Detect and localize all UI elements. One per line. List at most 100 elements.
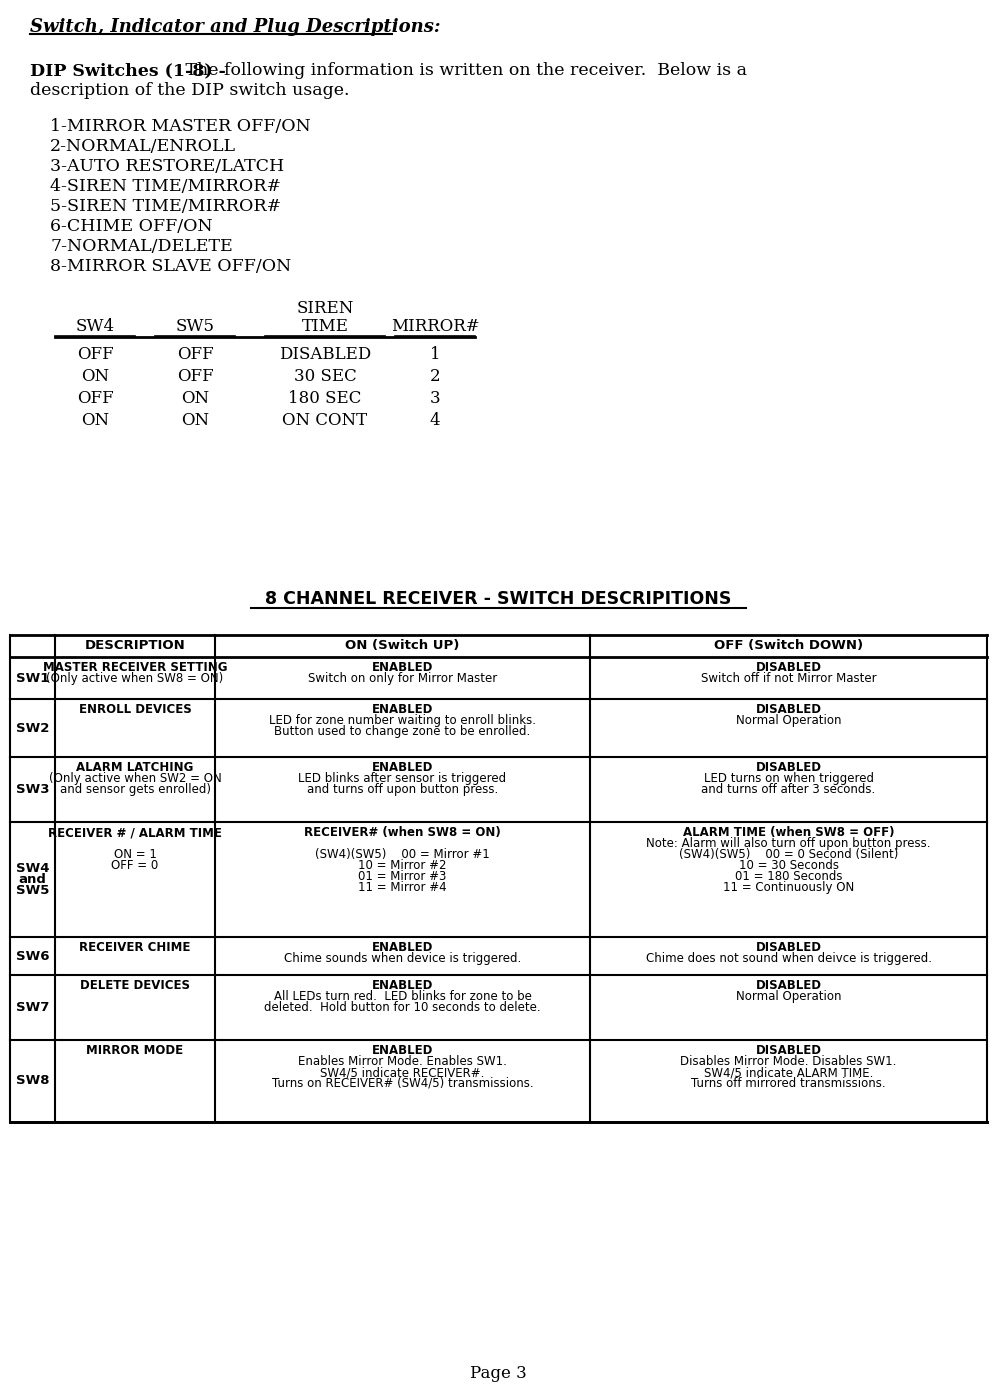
Text: TIME: TIME: [301, 319, 349, 335]
Text: ON: ON: [180, 389, 209, 408]
Text: SW4: SW4: [76, 319, 115, 335]
Text: SW4/5 indicate ALARM TIME.: SW4/5 indicate ALARM TIME.: [704, 1066, 873, 1079]
Text: RECEIVER CHIME: RECEIVER CHIME: [80, 940, 190, 954]
Text: 30 SEC: 30 SEC: [294, 369, 356, 385]
Text: 4: 4: [430, 412, 441, 428]
Text: 11 = Mirror #4: 11 = Mirror #4: [358, 881, 447, 894]
Text: Switch off if not Mirror Master: Switch off if not Mirror Master: [701, 672, 876, 684]
Text: DISABLED: DISABLED: [756, 702, 822, 716]
Text: LED for zone number waiting to enroll blinks.: LED for zone number waiting to enroll bl…: [269, 714, 536, 727]
Text: SW2: SW2: [16, 722, 49, 734]
Text: description of the DIP switch usage.: description of the DIP switch usage.: [30, 82, 350, 99]
Text: Turns off mirrored transmissions.: Turns off mirrored transmissions.: [691, 1077, 885, 1091]
Text: 5-SIREN TIME/MIRROR#: 5-SIREN TIME/MIRROR#: [50, 198, 281, 216]
Text: SW5: SW5: [175, 319, 214, 335]
Text: SW4: SW4: [16, 862, 49, 875]
Text: ALARM TIME (when SW8 = OFF): ALARM TIME (when SW8 = OFF): [683, 826, 894, 839]
Text: (SW4)(SW5)    00 = Mirror #1: (SW4)(SW5) 00 = Mirror #1: [315, 849, 490, 861]
Text: 11 = Continuously ON: 11 = Continuously ON: [723, 881, 854, 894]
Text: OFF: OFF: [77, 389, 114, 408]
Text: ON CONT: ON CONT: [282, 412, 368, 428]
Text: RECEIVER# (when SW8 = ON): RECEIVER# (when SW8 = ON): [304, 826, 500, 839]
Text: Normal Operation: Normal Operation: [736, 714, 841, 727]
Text: and sensor gets enrolled): and sensor gets enrolled): [60, 783, 210, 796]
Text: SW1: SW1: [16, 672, 49, 684]
Text: Button used to change zone to be enrolled.: Button used to change zone to be enrolle…: [274, 725, 530, 739]
Text: 3: 3: [430, 389, 441, 408]
Text: 2: 2: [430, 369, 441, 385]
Text: DISABLED: DISABLED: [756, 661, 822, 675]
Text: All LEDs turn red.  LED blinks for zone to be: All LEDs turn red. LED blinks for zone t…: [273, 990, 531, 1003]
Text: ENABLED: ENABLED: [372, 761, 433, 773]
Text: ON: ON: [81, 369, 109, 385]
Text: RECEIVER # / ALARM TIME: RECEIVER # / ALARM TIME: [48, 826, 222, 839]
Text: SW3: SW3: [16, 783, 49, 796]
Text: and turns off after 3 seconds.: and turns off after 3 seconds.: [701, 783, 875, 796]
Text: ENROLL DEVICES: ENROLL DEVICES: [79, 702, 191, 716]
Text: 180 SEC: 180 SEC: [288, 389, 362, 408]
Text: 10 = 30 Seconds: 10 = 30 Seconds: [739, 860, 838, 872]
Text: ENABLED: ENABLED: [372, 979, 433, 992]
Text: OFF: OFF: [176, 346, 213, 363]
Text: ON (Switch UP): ON (Switch UP): [345, 638, 460, 652]
Text: Chime sounds when device is triggered.: Chime sounds when device is triggered.: [284, 951, 521, 965]
Text: DISABLED: DISABLED: [756, 979, 822, 992]
Text: DELETE DEVICES: DELETE DEVICES: [80, 979, 190, 992]
Text: ON = 1: ON = 1: [114, 849, 157, 861]
Text: 6-CHIME OFF/ON: 6-CHIME OFF/ON: [50, 218, 212, 235]
Text: SW5: SW5: [16, 885, 49, 897]
Text: deleted.  Hold button for 10 seconds to delete.: deleted. Hold button for 10 seconds to d…: [264, 1002, 540, 1014]
Text: LED blinks after sensor is triggered: LED blinks after sensor is triggered: [298, 772, 506, 785]
Text: and turns off upon button press.: and turns off upon button press.: [307, 783, 498, 796]
Text: Switch on only for Mirror Master: Switch on only for Mirror Master: [308, 672, 498, 684]
Text: (Only active when SW2 = ON: (Only active when SW2 = ON: [49, 772, 221, 785]
Text: 10 = Mirror #2: 10 = Mirror #2: [358, 860, 447, 872]
Text: The following information is written on the receiver.  Below is a: The following information is written on …: [180, 63, 747, 79]
Text: OFF = 0: OFF = 0: [112, 860, 159, 872]
Text: (Only active when SW8 = ON): (Only active when SW8 = ON): [47, 672, 223, 684]
Text: Disables Mirror Mode. Disables SW1.: Disables Mirror Mode. Disables SW1.: [680, 1054, 896, 1068]
Text: 4-SIREN TIME/MIRROR#: 4-SIREN TIME/MIRROR#: [50, 178, 281, 195]
Text: ON: ON: [81, 412, 109, 428]
Text: ENABLED: ENABLED: [372, 1045, 433, 1057]
Text: Page 3: Page 3: [471, 1365, 526, 1383]
Text: SW7: SW7: [16, 1002, 49, 1014]
Text: 8-MIRROR SLAVE OFF/ON: 8-MIRROR SLAVE OFF/ON: [50, 257, 291, 275]
Text: DISABLED: DISABLED: [756, 761, 822, 773]
Text: 3-AUTO RESTORE/LATCH: 3-AUTO RESTORE/LATCH: [50, 159, 284, 175]
Text: Note: Alarm will also turn off upon button press.: Note: Alarm will also turn off upon butt…: [646, 837, 931, 850]
Text: 1: 1: [430, 346, 441, 363]
Text: DISABLED: DISABLED: [756, 1045, 822, 1057]
Text: OFF (Switch DOWN): OFF (Switch DOWN): [714, 638, 863, 652]
Text: and: and: [19, 874, 47, 886]
Text: Enables Mirror Mode. Enables SW1.: Enables Mirror Mode. Enables SW1.: [298, 1054, 506, 1068]
Text: OFF: OFF: [77, 346, 114, 363]
Text: DISABLED: DISABLED: [756, 940, 822, 954]
Text: DESCRIPTION: DESCRIPTION: [85, 638, 185, 652]
Text: DIP Switches (1-8) -: DIP Switches (1-8) -: [30, 63, 226, 79]
Text: 8 CHANNEL RECEIVER - SWITCH DESCRIPITIONS: 8 CHANNEL RECEIVER - SWITCH DESCRIPITION…: [265, 590, 732, 608]
Text: Chime does not sound when deivce is triggered.: Chime does not sound when deivce is trig…: [645, 951, 931, 965]
Text: SW4/5 indicate RECEIVER#.: SW4/5 indicate RECEIVER#.: [320, 1066, 485, 1079]
Text: LED turns on when triggered: LED turns on when triggered: [704, 772, 873, 785]
Text: 01 = 180 Seconds: 01 = 180 Seconds: [735, 869, 842, 883]
Text: ON: ON: [180, 412, 209, 428]
Text: 1-MIRROR MASTER OFF/ON: 1-MIRROR MASTER OFF/ON: [50, 118, 311, 135]
Text: ENABLED: ENABLED: [372, 702, 433, 716]
Text: Turns on RECEIVER# (SW4/5) transmissions.: Turns on RECEIVER# (SW4/5) transmissions…: [272, 1077, 533, 1091]
Text: ENABLED: ENABLED: [372, 661, 433, 675]
Text: 2-NORMAL/ENROLL: 2-NORMAL/ENROLL: [50, 138, 236, 154]
Text: MASTER RECEIVER SETTING: MASTER RECEIVER SETTING: [43, 661, 227, 675]
Text: Normal Operation: Normal Operation: [736, 990, 841, 1003]
Text: Switch, Indicator and Plug Descriptions:: Switch, Indicator and Plug Descriptions:: [30, 18, 441, 36]
Text: SIREN: SIREN: [296, 300, 354, 317]
Text: 7-NORMAL/DELETE: 7-NORMAL/DELETE: [50, 238, 232, 255]
Text: ALARM LATCHING: ALARM LATCHING: [77, 761, 193, 773]
Text: MIRROR MODE: MIRROR MODE: [87, 1045, 183, 1057]
Text: 01 = Mirror #3: 01 = Mirror #3: [358, 869, 447, 883]
Text: SW6: SW6: [16, 950, 49, 963]
Text: ENABLED: ENABLED: [372, 940, 433, 954]
Text: DISABLED: DISABLED: [279, 346, 371, 363]
Text: SW8: SW8: [16, 1074, 49, 1088]
Text: OFF: OFF: [176, 369, 213, 385]
